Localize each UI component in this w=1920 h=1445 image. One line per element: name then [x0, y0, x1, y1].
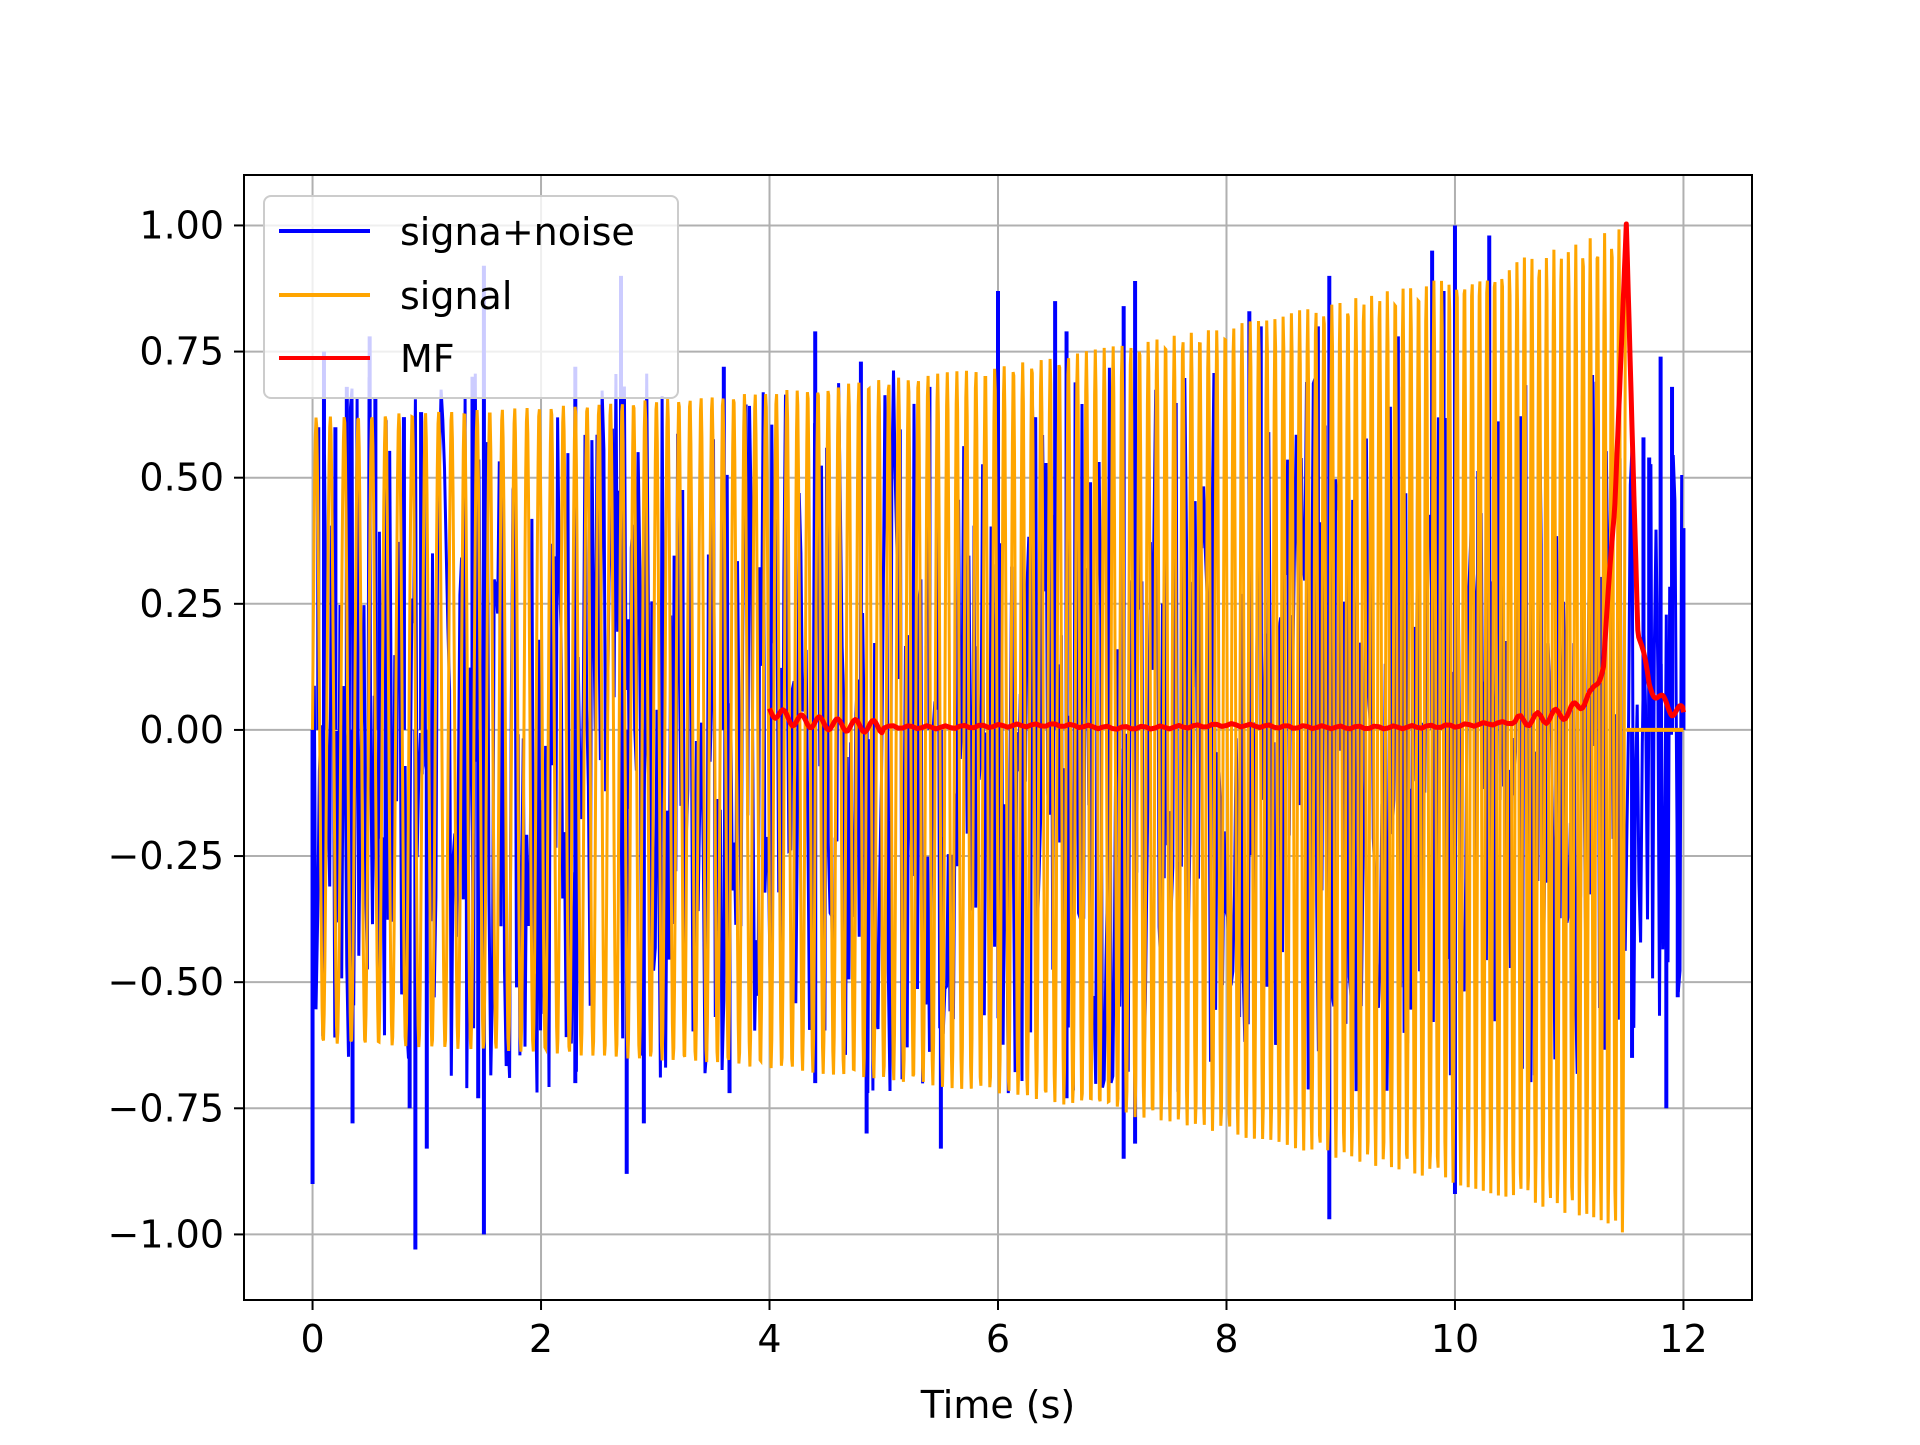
y-tick-label: −0.50 [108, 960, 224, 1004]
y-tick-label: 1.00 [139, 203, 224, 247]
y-tick-label: 0.75 [139, 330, 224, 374]
plot-area [310, 221, 1686, 1250]
y-tick-label: 0.00 [139, 708, 224, 752]
legend: signa+noise signal MF [263, 195, 679, 399]
x-tick-label: 12 [1659, 1317, 1707, 1361]
x-tick-label: 0 [300, 1317, 324, 1361]
axis-ticks: 0 2 4 6 8 10 12 −1.00 −0.75 −0.50 −0.25 0.00 0.25 0.5… [108, 203, 1708, 1361]
legend-label-signal: signal [400, 274, 512, 318]
x-tick-label: 4 [757, 1317, 781, 1361]
x-tick-label: 6 [986, 1317, 1010, 1361]
legend-label-mf: MF [400, 337, 455, 381]
y-tick-label: 0.25 [139, 582, 224, 626]
x-tick-label: 2 [529, 1317, 553, 1361]
mf-line [767, 221, 1686, 736]
y-tick-label: −0.25 [108, 834, 224, 878]
legend-label-signal-noise: signa+noise [400, 210, 635, 254]
x-axis-label: Time (s) [920, 1383, 1076, 1427]
signal-line [311, 229, 1628, 1233]
legend-box [263, 195, 679, 399]
y-tick-label: −1.00 [108, 1212, 224, 1256]
y-tick-label: 0.50 [139, 456, 224, 500]
x-tick-label: 8 [1214, 1317, 1238, 1361]
y-tick-label: −0.75 [108, 1086, 224, 1130]
x-tick-label: 10 [1431, 1317, 1479, 1361]
